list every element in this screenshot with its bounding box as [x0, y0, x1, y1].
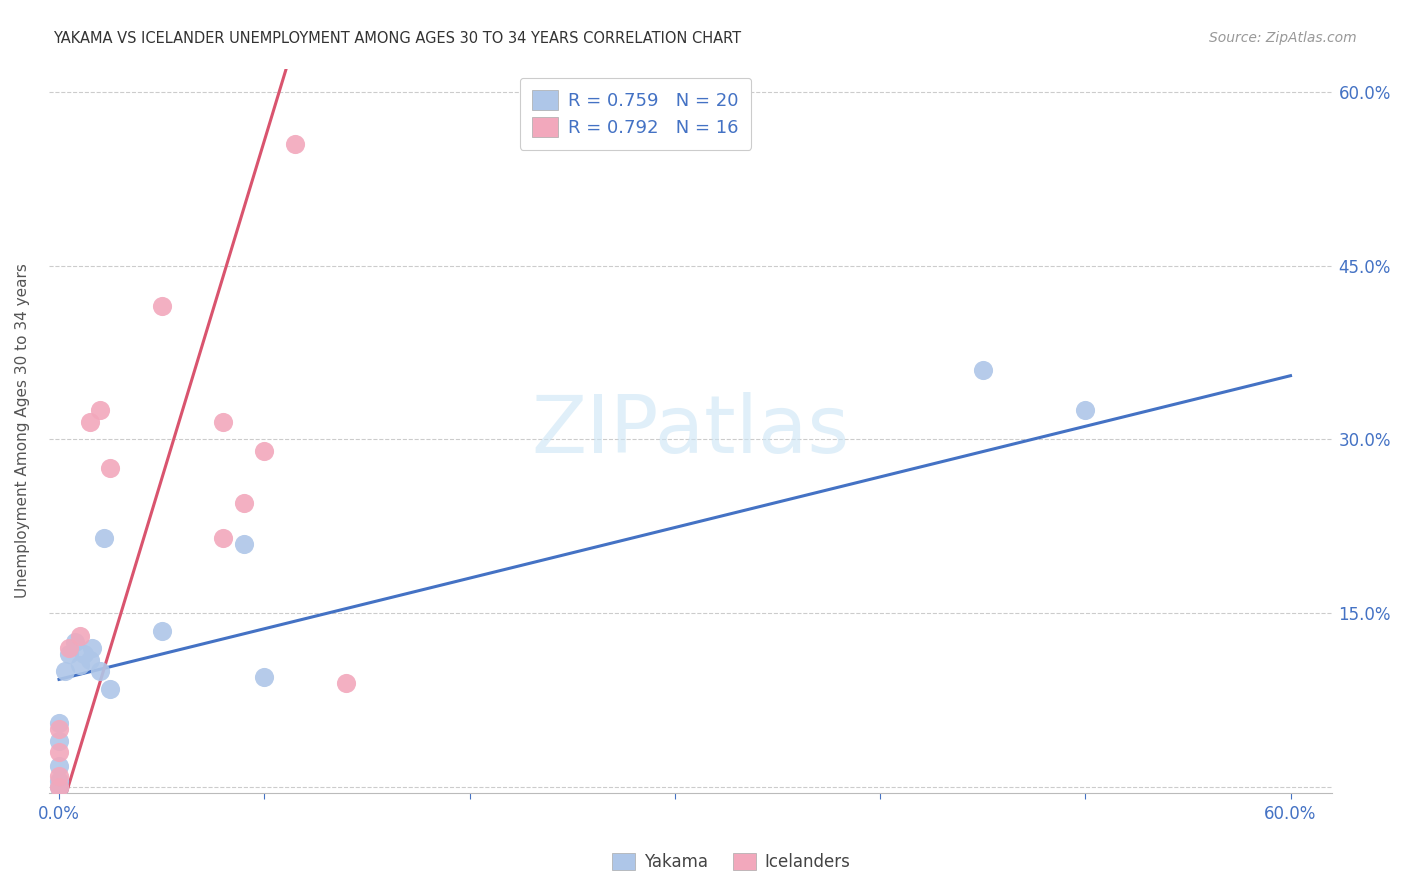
Point — [53, 665, 76, 679]
Point — [48, 723, 70, 737]
Point — [48, 759, 70, 773]
Point — [48, 780, 70, 794]
Legend: R = 0.759   N = 20, R = 0.792   N = 16: R = 0.759 N = 20, R = 0.792 N = 16 — [520, 78, 751, 150]
Point — [48, 768, 70, 782]
Point — [80, 641, 103, 656]
Point — [69, 658, 91, 673]
Point — [89, 403, 111, 417]
Point — [72, 647, 94, 661]
Point — [48, 746, 70, 760]
Point — [212, 531, 235, 545]
Text: Source: ZipAtlas.com: Source: ZipAtlas.com — [1209, 31, 1357, 45]
Point — [212, 415, 235, 429]
Point — [65, 635, 87, 649]
Point — [1074, 403, 1097, 417]
Point — [89, 665, 111, 679]
Point — [58, 641, 80, 656]
Point — [253, 444, 276, 458]
Point — [93, 531, 115, 545]
Point — [284, 136, 307, 151]
Point — [253, 670, 276, 684]
Point — [150, 299, 173, 313]
Point — [48, 780, 70, 794]
Point — [79, 653, 101, 667]
Point — [79, 415, 101, 429]
Legend: Yakama, Icelanders: Yakama, Icelanders — [603, 845, 859, 880]
Y-axis label: Unemployment Among Ages 30 to 34 years: Unemployment Among Ages 30 to 34 years — [15, 263, 30, 599]
Point — [150, 624, 173, 638]
Text: YAKAMA VS ICELANDER UNEMPLOYMENT AMONG AGES 30 TO 34 YEARS CORRELATION CHART: YAKAMA VS ICELANDER UNEMPLOYMENT AMONG A… — [53, 31, 741, 46]
Point — [232, 496, 254, 510]
Point — [69, 630, 91, 644]
Point — [48, 734, 70, 748]
Point — [48, 716, 70, 731]
Point — [335, 676, 357, 690]
Point — [48, 774, 70, 789]
Point — [972, 363, 994, 377]
Point — [232, 537, 254, 551]
Point — [98, 461, 121, 475]
Text: ZIPatlas: ZIPatlas — [531, 392, 849, 470]
Point — [98, 681, 121, 696]
Point — [58, 647, 80, 661]
